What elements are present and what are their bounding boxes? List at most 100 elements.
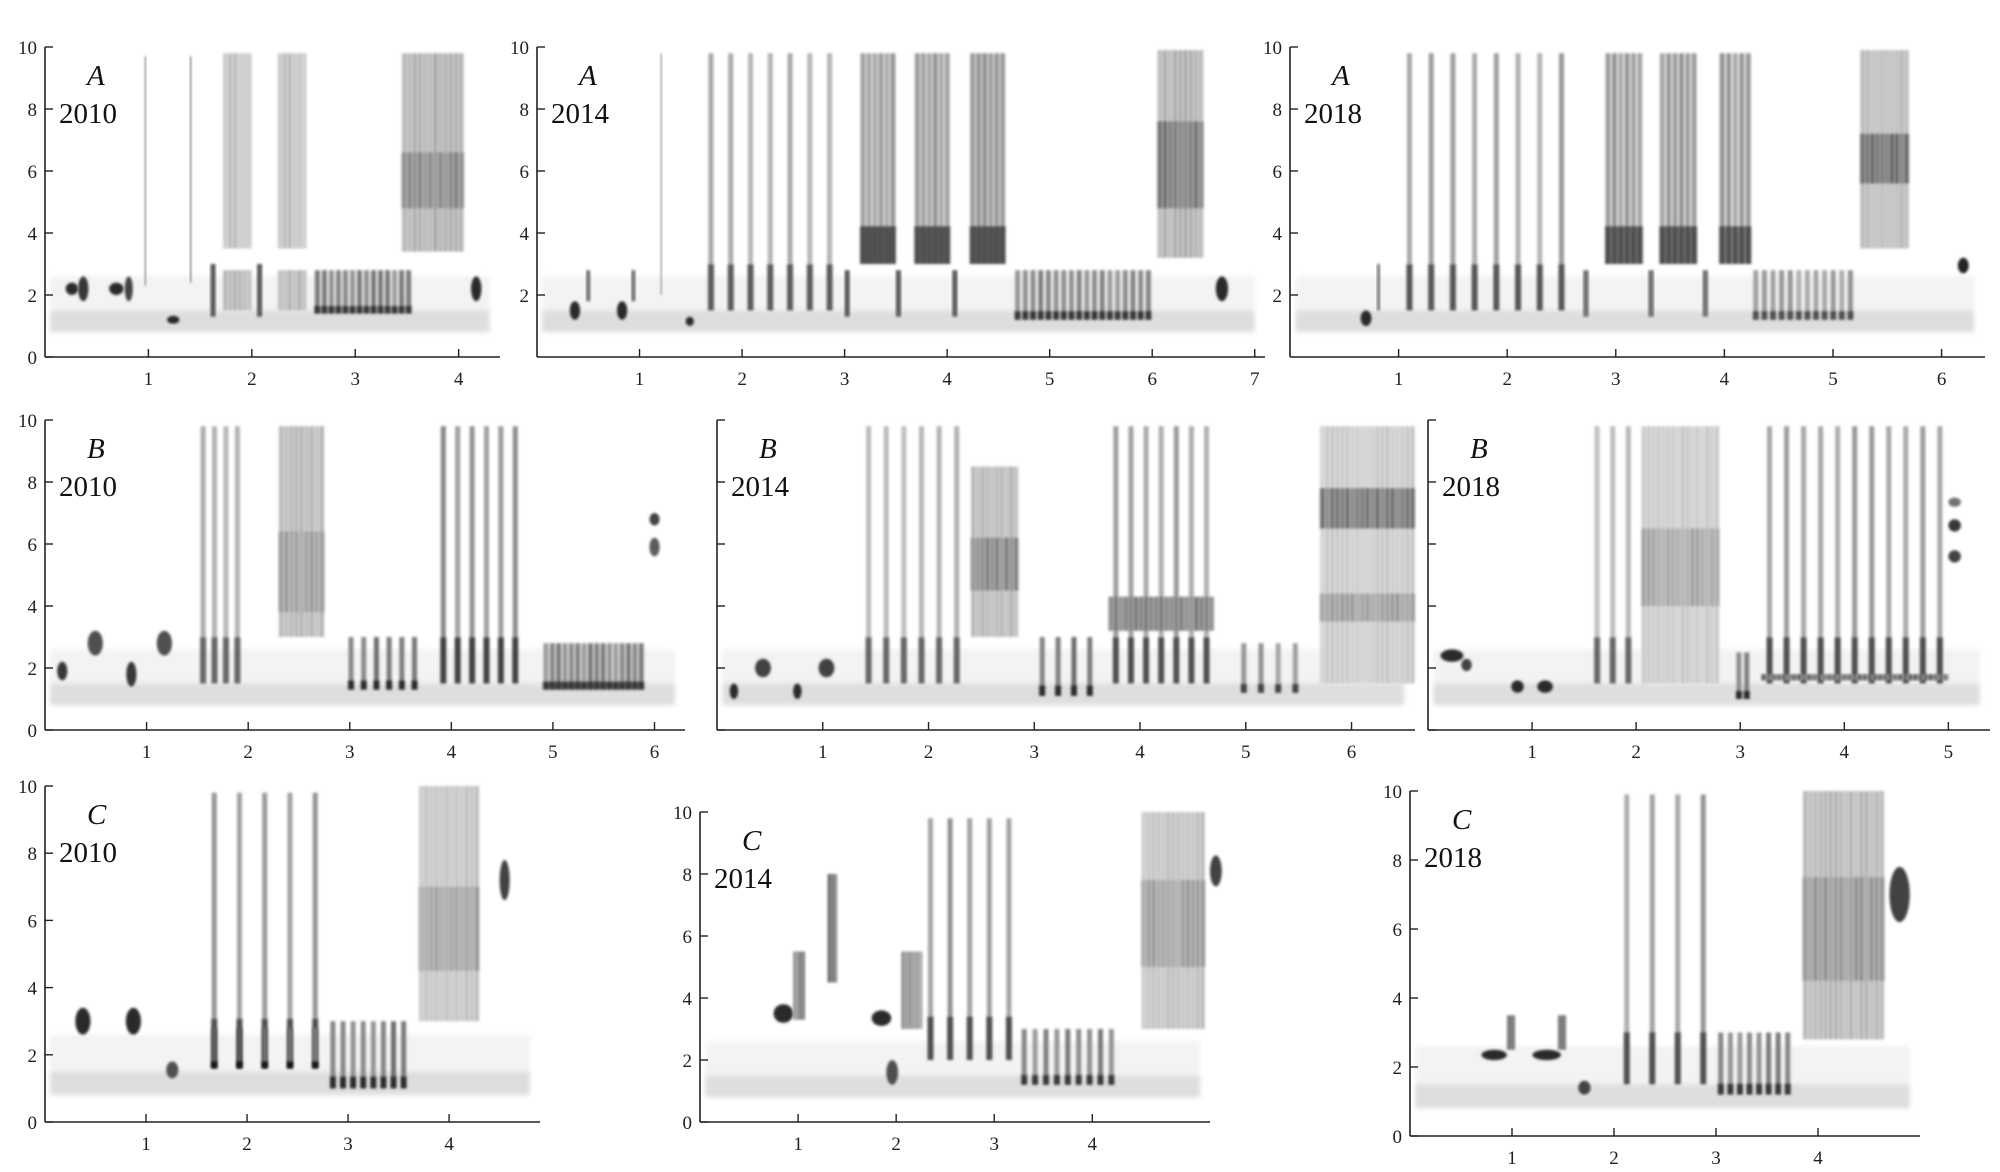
y-tick-label: 10 [18,38,37,59]
pulse-train [1112,426,1210,684]
x-tick-label: 1 [793,1134,803,1155]
y-tick-label: 4 [683,989,693,1010]
x-tick-label: 2 [1502,369,1512,390]
note-blob [78,276,89,302]
x-tick-label: 1 [1507,1148,1517,1169]
x-tick-label: 3 [343,1134,353,1155]
pulse-train [914,53,951,265]
note-sweep [210,264,216,317]
panel-letter: A [577,60,597,92]
note-sweep [1557,1015,1567,1050]
note-sweep [1648,270,1654,317]
pulse-train [211,1027,319,1069]
note-sweep [1583,270,1589,317]
y-tick-label: 6 [520,162,530,183]
x-tick-label: 6 [1347,742,1357,763]
axes: 1 2 3 4 5 [1427,419,1990,763]
note-blob [126,661,137,687]
noise-band [277,53,307,249]
noise-band [1319,593,1415,622]
x-tick-label: 2 [891,1134,901,1155]
panel-letter: C [87,799,107,831]
panel-letter: B [759,433,777,465]
note-sweep [631,270,636,302]
y-tick-label: 0 [28,1113,38,1134]
note-blob [166,1061,179,1079]
x-tick-label: 3 [345,742,355,763]
note-blob [1532,1049,1561,1061]
y-tick-label: 6 [683,927,693,948]
x-tick-label: 1 [144,369,154,390]
x-tick-label: 2 [1609,1148,1619,1169]
noise-band [1108,596,1215,631]
note-blob [1210,855,1222,887]
y-tick-label: 0 [28,348,38,369]
note-blob [1948,497,1961,507]
note-blob [57,661,68,681]
note-sweep [1376,264,1381,311]
x-tick-label: 6 [650,742,660,763]
note-blob [125,1007,141,1035]
note-blob [1537,680,1553,693]
x-tick-label: 4 [444,1134,454,1155]
x-tick-label: 1 [141,1134,151,1155]
note-sweep [1506,1015,1516,1050]
y-tick-label: 6 [28,535,38,556]
noise-band [1860,133,1909,184]
pulse-train [1735,652,1750,699]
noise-band [277,270,307,311]
x-tick-label: 5 [1944,742,1954,763]
note-sweep [189,56,192,283]
note-blob [1511,680,1524,693]
noise-band [222,270,252,311]
x-tick-label: 1 [1527,742,1537,763]
panel-letter: B [87,433,105,465]
x-tick-label: 4 [1840,742,1850,763]
pulse-train [927,818,1012,1060]
x-tick-label: 4 [1813,1148,1823,1169]
y-tick-label: 4 [28,597,38,618]
x-tick-label: 2 [243,742,253,763]
pulse-train [1240,643,1299,693]
noise-band [222,53,252,249]
spectrogram-events [1440,426,1961,699]
note-blob [1578,1080,1591,1095]
pulse-train [329,1021,407,1089]
pulse-train [1752,270,1854,320]
y-tick-label: 10 [510,38,529,59]
noise-band [401,152,464,209]
note-blob [773,1004,794,1023]
panel-year: 2010 [59,837,117,869]
note-blob [499,859,510,901]
note-blob [755,658,771,678]
pulse-train [1014,270,1152,320]
pulse-train [1594,426,1632,684]
pulse-train [1623,794,1707,1085]
note-blob [156,630,172,656]
y-tick-label: 8 [520,100,530,121]
spectrogram-events [729,426,1415,699]
axes: 1 2 3 4 5 6 [716,419,1415,763]
note-sweep [144,56,147,286]
panel-letter: B [1470,433,1488,465]
pulse-train [348,637,418,690]
pulse-train [314,270,412,314]
x-tick-label: 3 [1735,742,1745,763]
y-tick-label: 4 [1393,989,1403,1010]
panel-year: 2018 [1424,842,1482,874]
x-tick-label: 3 [1611,369,1621,390]
pulse-train [200,426,241,684]
x-tick-label: 7 [1250,369,1260,390]
y-tick-label: 0 [1393,1127,1403,1148]
noise-floor [50,276,490,333]
noise-band [827,874,838,983]
x-tick-label: 1 [635,369,645,390]
note-sweep [952,270,958,317]
